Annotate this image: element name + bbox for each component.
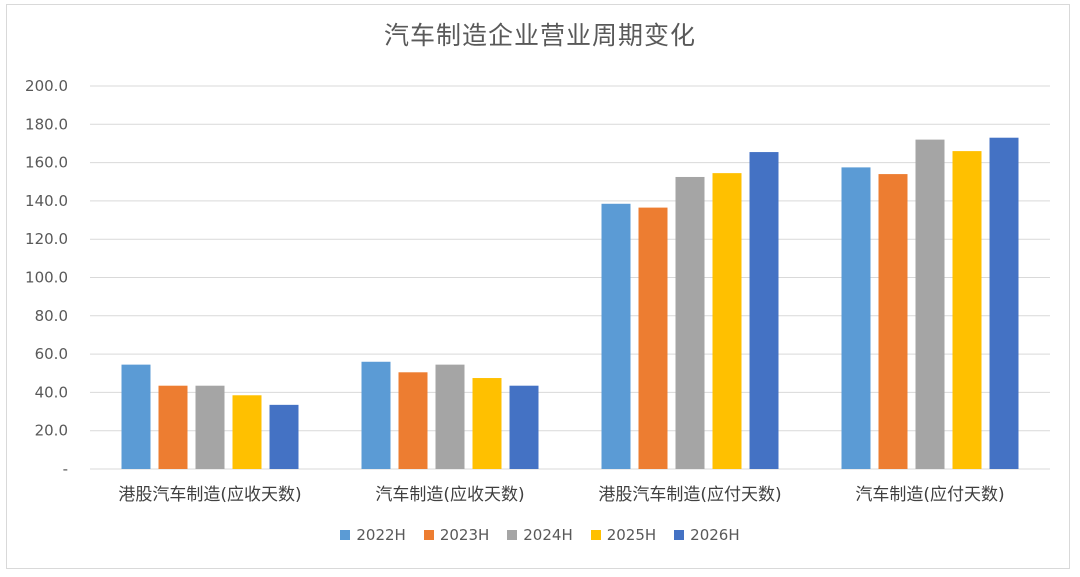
bar-2025H-1 <box>472 378 502 469</box>
legend-label: 2026H <box>690 526 740 544</box>
y-tick-label: 160.0 <box>25 154 68 172</box>
y-tick-label: 200.0 <box>25 77 68 95</box>
legend-label: 2022H <box>356 526 406 544</box>
bar-2026H-0 <box>269 404 299 469</box>
bar-2026H-1 <box>509 385 539 469</box>
bar-2025H-3 <box>952 151 982 470</box>
legend-swatch <box>674 530 685 540</box>
legend-label: 2023H <box>439 526 490 544</box>
bar-2024H-0 <box>195 385 225 469</box>
y-tick-label: 180.0 <box>25 115 68 133</box>
bar-2023H-1 <box>398 372 428 469</box>
x-category-label: 汽车制造(应付天数) <box>855 485 1004 505</box>
legend-label: 2024H <box>523 526 573 544</box>
bar-2022H-3 <box>841 167 871 469</box>
x-category-label: 港股汽车制造(应收天数) <box>118 485 301 505</box>
y-tick-label: 100.0 <box>25 269 68 287</box>
chart-title: 汽车制造企业营业周期变化 <box>383 21 696 50</box>
y-tick-label: 120.0 <box>25 230 68 248</box>
bar-2025H-0 <box>232 395 262 469</box>
legend-label: 2025H <box>606 526 657 544</box>
y-tick-label: 20.0 <box>35 422 68 440</box>
bar-2026H-3 <box>989 137 1019 469</box>
bar-2022H-0 <box>121 364 151 469</box>
bar-2023H-0 <box>158 385 188 469</box>
bar-2024H-2 <box>675 176 705 469</box>
bar-2025H-2 <box>712 173 742 469</box>
legend-swatch <box>590 530 601 540</box>
bar-2026H-2 <box>749 152 779 469</box>
x-category-label: 汽车制造(应收天数) <box>375 485 524 505</box>
bar-2022H-1 <box>361 361 391 469</box>
bar-2022H-2 <box>601 203 631 469</box>
y-tick-label: 80.0 <box>35 307 68 325</box>
bar-2024H-1 <box>435 364 465 469</box>
y-tick-label: 60.0 <box>35 345 68 363</box>
legend-swatch <box>423 530 434 540</box>
legend-item-2022H: 2022H <box>340 526 406 544</box>
bar-2023H-2 <box>638 207 668 470</box>
legend-swatch <box>340 530 351 540</box>
legend-item-2026H: 2026H <box>674 526 740 544</box>
bar-2024H-3 <box>915 139 945 469</box>
legend-item-2024H: 2024H <box>507 526 573 544</box>
legend-swatch <box>507 530 518 540</box>
legend-item-2023H: 2023H <box>423 526 490 544</box>
y-tick-label: - <box>63 460 68 478</box>
y-tick-label: 40.0 <box>35 383 68 401</box>
y-tick-label: 140.0 <box>25 192 68 210</box>
bar-2023H-3 <box>878 174 908 469</box>
legend-item-2025H: 2025H <box>590 526 657 544</box>
chart-legend: 2022H 2023H 2024H 2025H 2026H <box>0 526 1080 544</box>
x-category-label: 港股汽车制造(应付天数) <box>598 485 781 505</box>
